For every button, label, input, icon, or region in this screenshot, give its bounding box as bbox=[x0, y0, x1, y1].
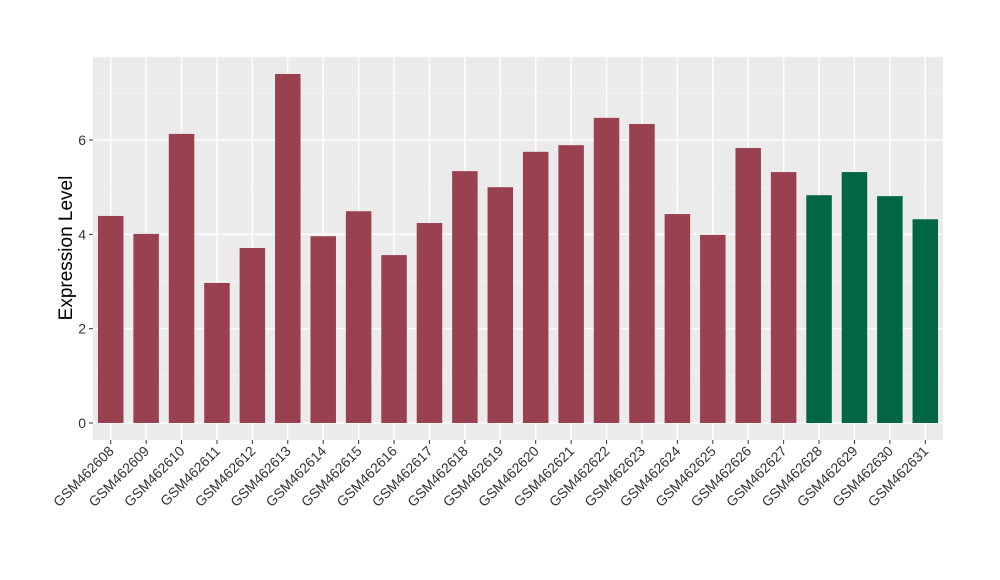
bar bbox=[664, 214, 691, 424]
y-tick-label: 0 bbox=[78, 415, 86, 431]
bar bbox=[275, 73, 301, 424]
bar bbox=[522, 151, 549, 424]
bar bbox=[310, 236, 336, 424]
y-tick-label: 6 bbox=[78, 132, 86, 148]
bar bbox=[841, 172, 868, 424]
y-tick-label: 2 bbox=[78, 321, 86, 337]
bar bbox=[345, 211, 372, 424]
bar bbox=[877, 196, 903, 424]
bar bbox=[593, 117, 620, 424]
bar bbox=[558, 145, 584, 424]
bar bbox=[700, 234, 726, 424]
bar bbox=[416, 223, 443, 424]
bar bbox=[452, 171, 478, 424]
bar bbox=[912, 219, 939, 424]
bar bbox=[239, 248, 266, 424]
bar bbox=[204, 282, 230, 424]
bar bbox=[487, 187, 514, 424]
bar bbox=[770, 172, 797, 424]
bar bbox=[629, 123, 655, 424]
bar bbox=[133, 233, 159, 424]
bar bbox=[806, 195, 832, 424]
bar bbox=[97, 215, 124, 424]
bar bbox=[735, 148, 761, 424]
y-axis-label: Expression Level bbox=[56, 176, 77, 321]
bar bbox=[168, 133, 195, 424]
y-tick-label: 4 bbox=[78, 226, 86, 242]
bar bbox=[381, 255, 407, 424]
